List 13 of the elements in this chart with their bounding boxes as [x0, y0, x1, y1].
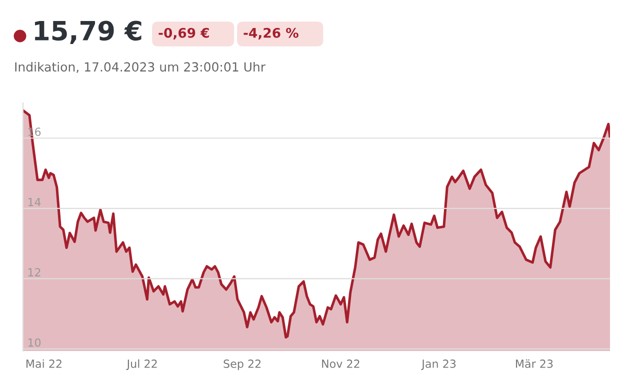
y-tick-label: 10	[28, 338, 41, 347]
x-tick-label: Mai 22	[26, 359, 62, 368]
chart-subtitle: Indikation, 17.04.2023 um 23:00:01 Uhr	[15, 62, 266, 73]
text: -0,69 €	[158, 28, 209, 40]
text: -4,26 %	[244, 28, 298, 40]
x-tick-label: Nov 22	[322, 360, 360, 368]
y-tick-label: 14	[28, 198, 41, 206]
chart-title: 15,79 €	[34, 20, 142, 44]
x-tick-label: Jul 22	[126, 359, 157, 370]
x-tick-label: Mär 23	[516, 359, 553, 368]
y-tick-label: 12	[28, 268, 40, 276]
x-tick-label: Sep 22	[224, 360, 261, 370]
x-tick-label: Jan 23	[421, 360, 456, 370]
